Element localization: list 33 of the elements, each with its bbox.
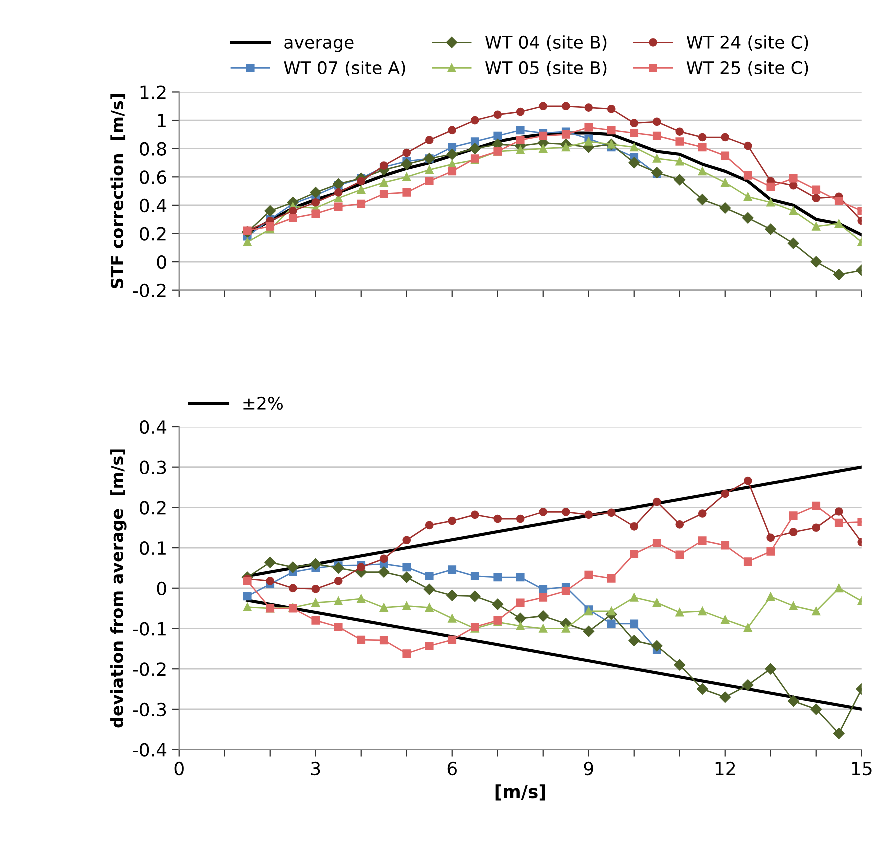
y-tick-label: -0.3 [133,702,166,717]
legend-label: WT 07 (site A) [284,61,406,77]
y-tick-label: 0.2 [140,501,166,515]
x-tick-label: 0 [174,762,184,776]
legend-label: WT 24 (site C) [686,36,808,52]
x-tick-label: 6 [448,762,457,776]
y-tick-label: 0.2 [140,227,166,241]
legend-label: ±2% [244,396,284,410]
y-tick-label: -0.2 [133,284,166,298]
x-tick-label: 9 [584,762,594,776]
y-tick-label: 0.3 [140,460,166,474]
x-axis-title: [m/s] [496,784,546,801]
y-axis-title: STF correction [m/s] [110,94,126,288]
y-tick-label: 0.6 [140,170,166,184]
y-tick-label: 0.1 [140,542,166,556]
y-tick-label: 0 [157,582,166,596]
y-tick-label: 1.2 [140,86,166,100]
y-tick-label: -0.1 [133,622,166,636]
y-tick-label: 0.8 [140,142,166,156]
y-axis-title: deviation from average [m/s] [110,450,127,728]
x-tick-label: 15 [852,762,872,776]
y-tick-label: 0.4 [140,198,167,213]
legend-label: average [284,39,354,52]
legend-label: WT 05 (site B) [486,61,607,77]
y-tick-label: -0.2 [133,662,166,676]
y-tick-label: 0.4 [140,420,167,434]
x-tick-label: 12 [716,762,736,776]
y-tick-label: 0 [157,256,166,270]
x-tick-label: 3 [312,762,320,776]
legend-label: WT 25 (site C) [686,61,808,77]
legend-label: WT 04 (site B) [486,36,607,52]
y-tick-label: 1 [158,114,166,128]
y-tick-label: -0.4 [133,743,167,757]
